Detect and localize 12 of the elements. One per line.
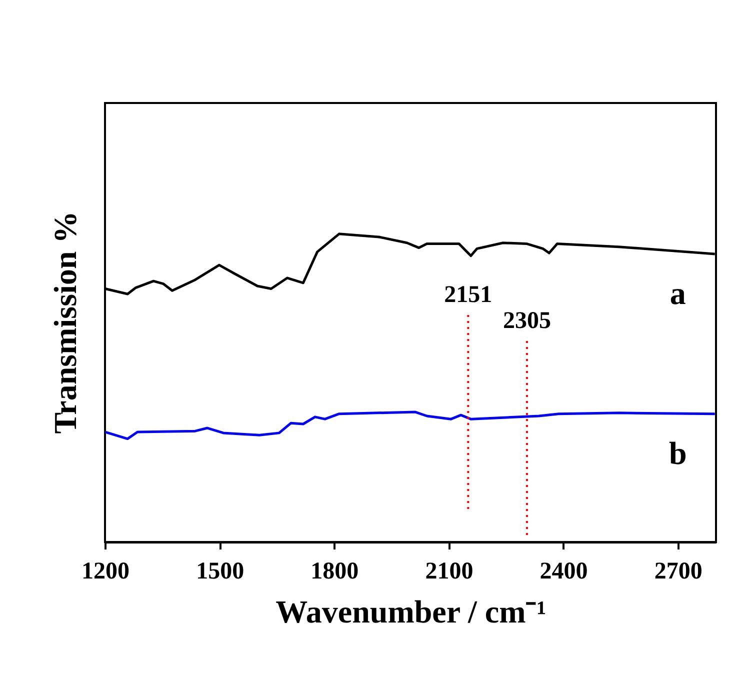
- x-axis-title: Wavenumber / cm⁻¹: [276, 594, 546, 630]
- x-tick-label: 2100: [425, 558, 474, 584]
- ref-line-label: 2305: [502, 308, 551, 334]
- series-label: a: [670, 274, 686, 311]
- y-axis-title: Transmission %: [47, 211, 83, 434]
- series-label: b: [668, 434, 687, 471]
- x-tick-label: 1800: [310, 558, 359, 584]
- x-tick-label: 1200: [82, 558, 130, 584]
- ref-line-label: 2151: [444, 282, 492, 308]
- x-tick-label: 2700: [654, 558, 702, 584]
- x-tick-label: 1500: [196, 558, 244, 584]
- x-tick-label: 2400: [540, 558, 588, 584]
